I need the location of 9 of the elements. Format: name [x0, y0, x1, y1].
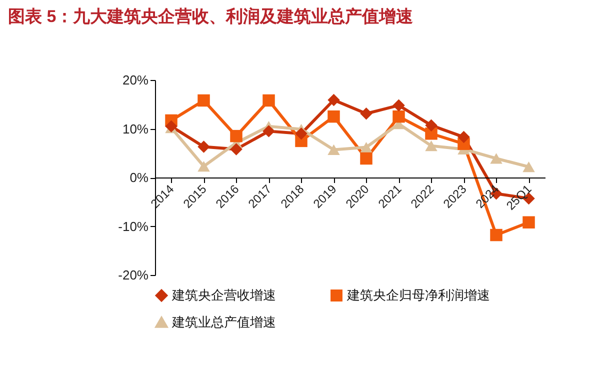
legend-label: 建筑央企归母净利润增速	[346, 288, 490, 303]
y-tick-label: 10%	[122, 121, 149, 136]
y-tick-label: -20%	[118, 268, 149, 282]
chart-title: 图表 5：九大建筑央企营收、利润及建筑业总产值增速	[8, 7, 414, 26]
legend-label: 建筑业总产值增速	[171, 314, 276, 330]
y-tick-label: 0%	[130, 170, 149, 185]
legend-label: 建筑央企营收增速	[171, 288, 276, 303]
y-tick-label: 20%	[122, 72, 149, 88]
y-tick-label: -10%	[118, 218, 149, 234]
